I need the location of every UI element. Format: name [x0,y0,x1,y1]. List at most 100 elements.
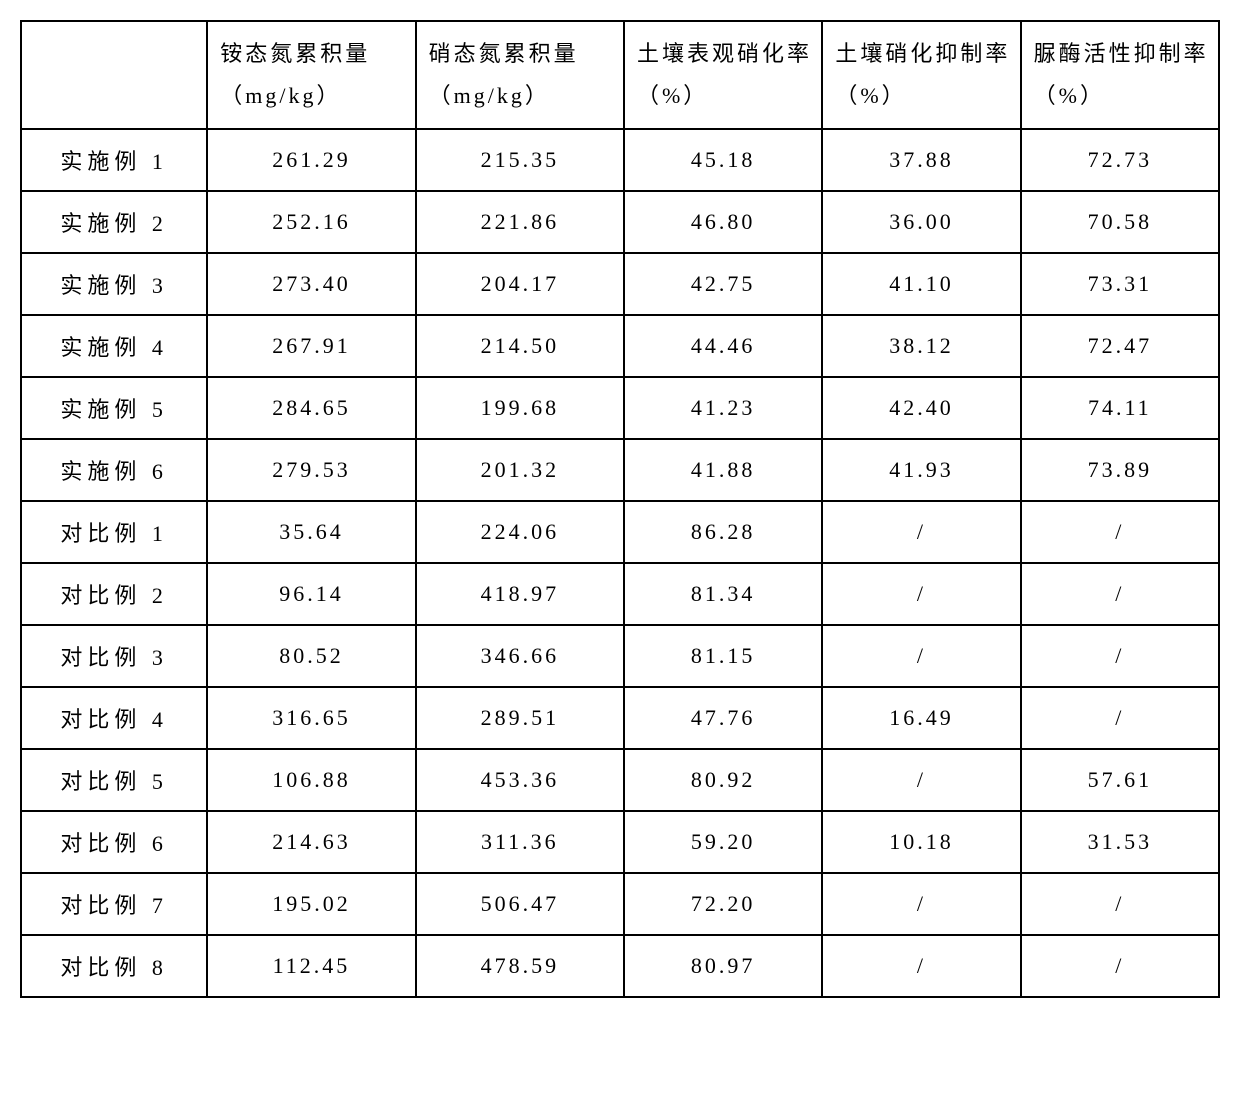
data-cell: 506.47 [416,873,624,935]
row-label: 对比例 7 [21,873,207,935]
table-row: 对比例 4316.65289.5147.7616.49/ [21,687,1219,749]
data-cell: 273.40 [207,253,415,315]
data-cell: 279.53 [207,439,415,501]
header-cell-5: 脲酶活性抑制率（%） [1021,21,1219,129]
data-cell: 41.93 [822,439,1020,501]
data-cell: / [822,749,1020,811]
data-cell: 80.97 [624,935,822,997]
data-cell: 252.16 [207,191,415,253]
data-cell: 31.53 [1021,811,1219,873]
row-label: 对比例 3 [21,625,207,687]
data-cell: / [1021,625,1219,687]
data-cell: 36.00 [822,191,1020,253]
data-cell: 80.52 [207,625,415,687]
data-cell: / [1021,501,1219,563]
data-cell: 73.89 [1021,439,1219,501]
data-cell: 81.15 [624,625,822,687]
data-cell: / [1021,687,1219,749]
table-row: 对比例 135.64224.0686.28// [21,501,1219,563]
data-cell: 201.32 [416,439,624,501]
data-cell: 46.80 [624,191,822,253]
data-cell: 478.59 [416,935,624,997]
row-label: 实施例 6 [21,439,207,501]
data-cell: 45.18 [624,129,822,191]
header-cell-1: 铵态氮累积量（mg/kg） [207,21,415,129]
data-cell: 106.88 [207,749,415,811]
data-cell: 41.23 [624,377,822,439]
row-label: 对比例 1 [21,501,207,563]
data-cell: 16.49 [822,687,1020,749]
data-cell: 311.36 [416,811,624,873]
data-cell: 35.64 [207,501,415,563]
data-cell: 70.58 [1021,191,1219,253]
data-cell: 195.02 [207,873,415,935]
data-cell: 453.36 [416,749,624,811]
table-row: 实施例 6279.53201.3241.8841.9373.89 [21,439,1219,501]
data-cell: 81.34 [624,563,822,625]
row-label: 实施例 3 [21,253,207,315]
data-cell: 41.88 [624,439,822,501]
table-row: 对比例 8112.45478.5980.97// [21,935,1219,997]
header-cell-4: 土壤硝化抑制率（%） [822,21,1020,129]
data-cell: 267.91 [207,315,415,377]
row-label: 实施例 5 [21,377,207,439]
data-cell: 41.10 [822,253,1020,315]
table-row: 实施例 2252.16221.8646.8036.0070.58 [21,191,1219,253]
data-cell: 346.66 [416,625,624,687]
data-cell: 289.51 [416,687,624,749]
data-cell: 261.29 [207,129,415,191]
data-cell: 59.20 [624,811,822,873]
data-cell: 215.35 [416,129,624,191]
data-cell: / [1021,935,1219,997]
data-cell: 38.12 [822,315,1020,377]
table-row: 实施例 5284.65199.6841.2342.4074.11 [21,377,1219,439]
table-row: 对比例 380.52346.6681.15// [21,625,1219,687]
data-cell: 86.28 [624,501,822,563]
data-cell: 221.86 [416,191,624,253]
table-row: 对比例 6214.63311.3659.2010.1831.53 [21,811,1219,873]
data-cell: / [822,563,1020,625]
data-cell: 57.61 [1021,749,1219,811]
data-cell: / [822,625,1020,687]
data-cell: 72.47 [1021,315,1219,377]
data-cell: 418.97 [416,563,624,625]
data-cell: / [822,935,1020,997]
data-cell: 80.92 [624,749,822,811]
table-row: 对比例 5106.88453.3680.92/57.61 [21,749,1219,811]
data-cell: 47.76 [624,687,822,749]
data-cell: 42.40 [822,377,1020,439]
row-label: 对比例 6 [21,811,207,873]
row-label: 实施例 1 [21,129,207,191]
data-cell: 44.46 [624,315,822,377]
data-cell: 112.45 [207,935,415,997]
data-cell: 96.14 [207,563,415,625]
data-cell: 73.31 [1021,253,1219,315]
row-label: 实施例 2 [21,191,207,253]
data-table: 铵态氮累积量（mg/kg） 硝态氮累积量（mg/kg） 土壤表观硝化率（%） 土… [20,20,1220,998]
data-cell: 199.68 [416,377,624,439]
data-cell: 214.50 [416,315,624,377]
table-row: 对比例 296.14418.9781.34// [21,563,1219,625]
data-cell: / [1021,873,1219,935]
header-cell-2: 硝态氮累积量（mg/kg） [416,21,624,129]
row-label: 对比例 4 [21,687,207,749]
header-row: 铵态氮累积量（mg/kg） 硝态氮累积量（mg/kg） 土壤表观硝化率（%） 土… [21,21,1219,129]
row-label: 对比例 2 [21,563,207,625]
table-row: 实施例 4267.91214.5044.4638.1272.47 [21,315,1219,377]
row-label: 实施例 4 [21,315,207,377]
data-cell: 224.06 [416,501,624,563]
data-cell: 284.65 [207,377,415,439]
table-row: 实施例 3273.40204.1742.7541.1073.31 [21,253,1219,315]
data-cell: 204.17 [416,253,624,315]
data-cell: 10.18 [822,811,1020,873]
data-cell: 72.73 [1021,129,1219,191]
data-cell: 214.63 [207,811,415,873]
data-cell: 37.88 [822,129,1020,191]
row-label: 对比例 8 [21,935,207,997]
data-cell: 74.11 [1021,377,1219,439]
data-cell: 316.65 [207,687,415,749]
data-cell: / [822,873,1020,935]
row-label: 对比例 5 [21,749,207,811]
table-body: 实施例 1261.29215.3545.1837.8872.73实施例 2252… [21,129,1219,997]
data-cell: / [1021,563,1219,625]
